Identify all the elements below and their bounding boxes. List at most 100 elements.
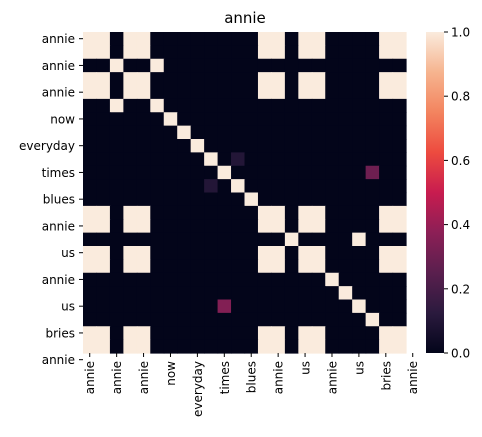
heatmap-cell: [163, 299, 178, 314]
heatmap-cell: [231, 45, 246, 60]
heatmap-cell: [217, 98, 232, 113]
heatmap-cell: [338, 85, 353, 100]
heatmap-cell: [352, 286, 367, 301]
heatmap-cell: [392, 179, 407, 194]
heatmap-cell: [190, 179, 205, 194]
heatmap-cell: [231, 326, 246, 341]
y-tick-label: annie: [42, 273, 75, 287]
heatmap-cell: [204, 286, 219, 301]
heatmap-cell: [311, 219, 326, 234]
heatmap-cell: [96, 286, 111, 301]
heatmap-cell: [204, 85, 219, 100]
heatmap-cell: [83, 165, 98, 180]
heatmap-cell: [231, 85, 246, 100]
heatmap-cell: [325, 192, 340, 207]
heatmap-cell: [257, 286, 273, 301]
heatmap-cell: [244, 98, 259, 113]
heatmap-cell: [136, 58, 151, 73]
heatmap-cell: [338, 45, 353, 60]
heatmap-cell: [136, 98, 151, 113]
heatmap-cell: [163, 246, 178, 260]
heatmap-cell: [338, 192, 353, 207]
heatmap-cell: [217, 219, 232, 234]
x-tick-label: annie: [137, 361, 151, 394]
heatmap-cell: [150, 45, 165, 60]
heatmap-cell: [325, 299, 340, 314]
heatmap-cell: [352, 312, 367, 327]
heatmap-cell: [123, 72, 138, 87]
heatmap-cell: [204, 32, 219, 46]
heatmap-cell: [244, 45, 259, 60]
heatmap-cell: [311, 32, 326, 46]
heatmap-cell: [96, 85, 111, 100]
heatmap-cell: [96, 125, 111, 140]
y-axis: annie annie annie now everyday times blues anni…: [19, 32, 83, 367]
heatmap-cell: [284, 125, 299, 140]
x-tick-label: us: [299, 361, 313, 375]
heatmap-cell: [338, 98, 353, 113]
heatmap-cell: [271, 286, 286, 301]
heatmap-cell: [136, 125, 151, 140]
heatmap-cell: [284, 232, 299, 247]
heatmap-cell: [136, 85, 151, 100]
heatmap-cell: [177, 139, 192, 153]
y-tick-label: annie: [42, 59, 75, 73]
y-tick-label: blues: [43, 193, 75, 207]
heatmap-cell: [298, 45, 313, 60]
x-tick-label: annie: [110, 361, 124, 394]
heatmap-cell: [177, 232, 192, 247]
heatmap-cell: [96, 112, 111, 127]
heatmap-cell: [379, 232, 394, 247]
heatmap-cell: [109, 272, 124, 287]
heatmap-cell: [365, 179, 380, 194]
x-tick-label: us: [352, 361, 366, 375]
heatmap-cell: [325, 219, 340, 234]
heatmap-cell: [338, 232, 353, 247]
heatmap-cell: [109, 32, 124, 46]
heatmap-cell: [136, 272, 151, 287]
heatmap-cell: [271, 326, 286, 341]
heatmap-cell: [83, 219, 98, 234]
heatmap-cell: [190, 232, 205, 247]
heatmap-cell: [298, 205, 313, 220]
heatmap-cell: [338, 299, 353, 314]
heatmap-cell: [284, 326, 299, 341]
heatmap-cell: [352, 45, 367, 60]
heatmap-cell: [83, 152, 98, 167]
heatmap-cell: [150, 72, 165, 87]
heatmap-cell: [392, 205, 407, 220]
heatmap-cell: [392, 125, 407, 140]
heatmap-cell: [365, 272, 380, 287]
heatmap-cell: [217, 72, 232, 87]
heatmap-cell: [123, 286, 138, 301]
heatmap-cell: [136, 232, 151, 247]
heatmap-cell: [96, 272, 111, 287]
heatmap-cell: [136, 45, 151, 60]
heatmap-cell: [338, 165, 353, 180]
heatmap-cell: [217, 125, 232, 140]
heatmap-cell: [163, 85, 178, 100]
heatmap-cell: [217, 272, 232, 287]
heatmap-cell: [379, 152, 394, 167]
heatmap-cell: [204, 58, 219, 73]
heatmap-cell: [109, 339, 124, 354]
heatmap-cell: [365, 339, 380, 354]
heatmap-cell: [163, 58, 178, 73]
heatmap-cell: [96, 299, 111, 314]
heatmap-cell: [257, 232, 273, 247]
heatmap-cell: [123, 192, 138, 207]
heatmap-cell: [190, 205, 205, 220]
heatmap-cell: [163, 98, 178, 113]
heatmap-cell: [392, 45, 407, 60]
heatmap-cell: [204, 152, 219, 167]
heatmap-cell: [83, 179, 98, 194]
heatmap-cell: [190, 259, 205, 274]
heatmap-cell: [271, 139, 286, 153]
heatmap-cell: [365, 232, 380, 247]
heatmap-cell: [177, 58, 192, 73]
heatmap-cell: [96, 45, 111, 60]
heatmap-cell: [298, 98, 313, 113]
heatmap-cell: [217, 45, 232, 60]
heatmap-cell: [123, 112, 138, 127]
x-axis: annie annie annie now everyday times blues anni…: [83, 353, 420, 417]
